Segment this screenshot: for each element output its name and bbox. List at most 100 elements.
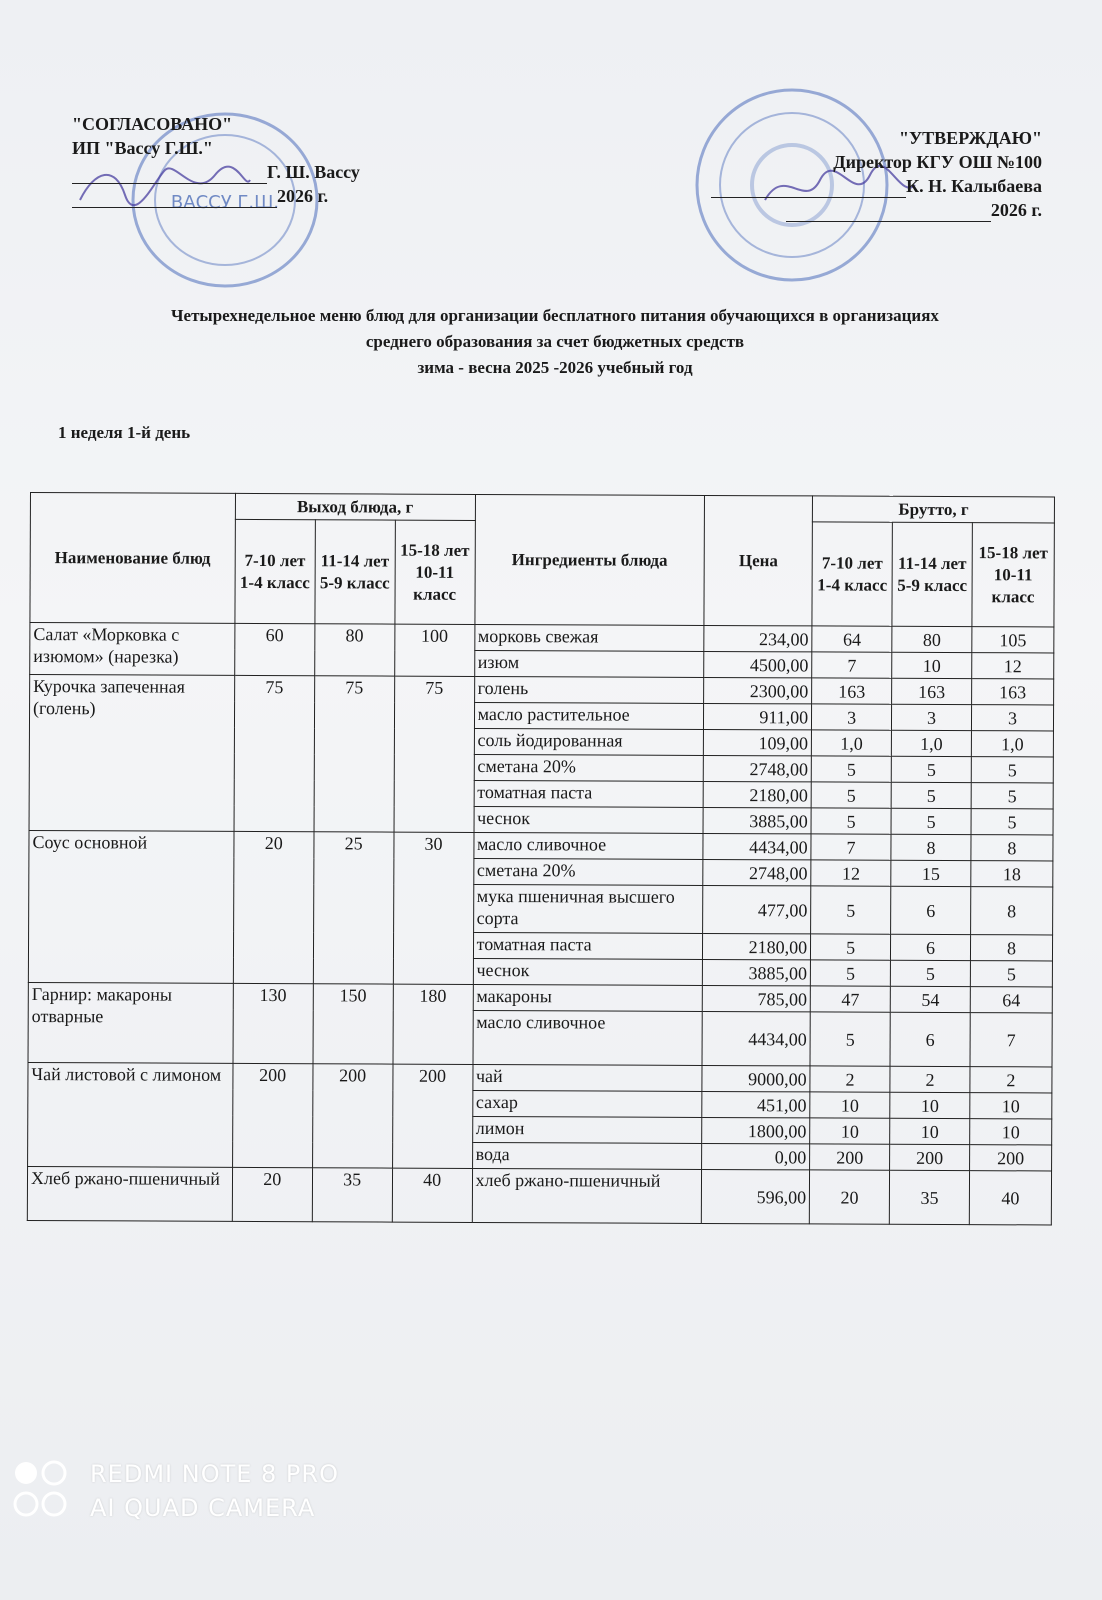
ingredient-price: 3885,00	[702, 959, 811, 986]
dish-output-age-1: 60	[234, 623, 315, 676]
ingredient-brutto-age-3: 64	[970, 986, 1053, 1013]
dish-output-age-3: 75	[393, 676, 475, 833]
ingredient-name: томатная паста	[473, 932, 703, 960]
camera-watermark: REDMI NOTE 8 PRO AI QUAD CAMERA	[90, 1457, 339, 1525]
ingredient-name: изюм	[474, 650, 705, 678]
ingredient-price: 785,00	[702, 985, 811, 1012]
dish-output-age-3: 180	[392, 984, 473, 1065]
ingredient-name: масло сливочное	[473, 832, 704, 860]
ingredient-brutto-age-2: 5	[891, 782, 972, 809]
table-row: Хлеб ржано-пшеничный 20 35 40 хлеб ржано-пше…	[27, 1166, 1052, 1225]
ingredient-brutto-age-1: 5	[811, 781, 892, 809]
approval-right-heading: "УТВЕРЖДАЮ"	[898, 128, 1042, 148]
ingredient-name: морковь свежая	[474, 624, 705, 652]
ingredient-brutto-age-3: 7	[970, 1012, 1053, 1067]
ingredient-brutto-age-1: 5	[810, 885, 891, 935]
ingredient-brutto-age-1: 2	[810, 1065, 891, 1093]
ingredient-brutto-age-3: 5	[971, 756, 1054, 783]
ingredient-brutto-age-2: 6	[890, 886, 971, 935]
ingredient-brutto-age-1: 20	[809, 1169, 890, 1225]
dish-output-age-1: 200	[232, 1063, 313, 1168]
ingredient-brutto-age-3: 2	[969, 1066, 1053, 1093]
ingredient-brutto-age-2: 8	[890, 834, 972, 861]
ingredient-brutto-age-1: 7	[811, 833, 892, 861]
approval-left-heading: "СОГЛАСОВАНО"	[72, 114, 233, 134]
ingredient-brutto-age-3: 5	[971, 782, 1054, 809]
dish-output-age-2: 200	[312, 1063, 393, 1169]
ingredient-brutto-age-2: 6	[890, 1012, 971, 1067]
dish-output-age-2: 150	[312, 983, 393, 1065]
ingredient-brutto-age-1: 5	[810, 933, 891, 961]
ingredient-price: 109,00	[703, 729, 812, 756]
approval-right-year: 2026 г.	[990, 200, 1042, 220]
ingredient-price: 2180,00	[702, 933, 811, 960]
header-dish: Наименование блюд	[29, 492, 236, 624]
document-title: Четырехнедельное меню блюд для организац…	[60, 303, 1050, 381]
ingredient-price: 2748,00	[703, 755, 812, 782]
ingredient-brutto-age-2: 10	[889, 1092, 970, 1119]
ingredient-brutto-age-3: 1,0	[971, 730, 1054, 757]
header-output-age-2: 11-14 лет 5-9 класс	[314, 519, 396, 625]
title-line-2: среднего образования за счет бюджетных с…	[365, 332, 745, 351]
ingredient-name: чеснок	[473, 806, 704, 834]
ingredient-name: масло сливочное	[472, 1010, 703, 1066]
approval-right-position: Директор КГУ ОШ №100	[833, 152, 1042, 172]
dish-output-age-3: 200	[392, 1064, 473, 1169]
ingredient-price: 4434,00	[702, 1011, 811, 1066]
ingredient-brutto-age-3: 8	[970, 934, 1053, 961]
dish-output-age-2: 80	[314, 623, 395, 677]
ingredient-price: 2300,00	[703, 677, 812, 704]
approval-right: "УТВЕРЖДАЮ" Директор КГУ ОШ №100 К. Н. К…	[711, 126, 1042, 222]
table-row: Гарнир: макароны отварные 130 150 180 макаро…	[28, 982, 1053, 1065]
ingredient-price: 2180,00	[703, 781, 812, 808]
ingredient-brutto-age-3: 40	[969, 1170, 1052, 1225]
header-brutto-age-3: 15-18 лет 10-11 класс	[971, 522, 1055, 627]
ingredient-name: сахар	[472, 1090, 703, 1118]
ingredient-brutto-age-1: 64	[811, 625, 893, 653]
ingredient-brutto-age-1: 5	[811, 807, 892, 835]
title-line-1: Четырехнедельное меню блюд для организац…	[171, 306, 939, 325]
ingredient-brutto-age-1: 5	[811, 755, 892, 783]
header-brutto-age-1: 7-10 лет 1-4 класс	[812, 521, 893, 627]
ingredient-name: томатная паста	[473, 780, 704, 808]
ingredient-brutto-age-1: 5	[810, 959, 891, 987]
dish-output-age-3: 40	[391, 1168, 473, 1223]
ingredient-brutto-age-2: 80	[891, 626, 972, 653]
dish-output-age-3: 100	[394, 624, 475, 677]
ingredient-brutto-age-2: 3	[891, 704, 972, 731]
ingredient-brutto-age-1: 200	[809, 1143, 890, 1171]
title-line-3: зима - весна 2025 -2026 учебный год	[417, 358, 693, 377]
ingredient-price: 2748,00	[703, 859, 812, 886]
ingredient-price: 1800,00	[701, 1117, 810, 1144]
ingredient-brutto-age-2: 5	[890, 960, 971, 987]
ingredient-name: масло растительное	[474, 702, 704, 730]
date-line	[72, 207, 277, 208]
dish-output-age-2: 75	[313, 675, 395, 833]
ingredient-brutto-age-2: 1,0	[891, 730, 972, 757]
ingredient-brutto-age-3: 5	[971, 808, 1054, 835]
ingredient-brutto-age-3: 8	[970, 886, 1053, 935]
ingredient-brutto-age-2: 10	[889, 1118, 970, 1145]
menu-table-body: Салат «Морковка с изюмом» (нарезка) 60 80 1…	[27, 622, 1054, 1225]
ingredient-brutto-age-1: 47	[810, 985, 891, 1013]
approval-left: "СОГЛАСОВАНО" ИП "Вассу Г.Ш." Г. Ш. Васс…	[72, 112, 360, 208]
menu-table: Наименование блюд Выход блюда, г Ингреди…	[27, 492, 1055, 1225]
header-brutto-age-2: 11-14 лет 5-9 класс	[892, 522, 973, 627]
watermark-line-2: AI QUAD CAMERA	[90, 1494, 316, 1522]
dish-output-age-1: 75	[233, 675, 315, 832]
ingredient-price: 596,00	[701, 1169, 810, 1224]
watermark-line-1: REDMI NOTE 8 PRO	[90, 1460, 339, 1488]
header-ingredients: Ингредиенты блюда	[474, 494, 705, 626]
dish-name: Чай листовой с лимоном	[27, 1062, 233, 1168]
approval-left-org: ИП "Вассу Г.Ш."	[72, 138, 213, 158]
dish-output-age-1: 130	[232, 983, 314, 1064]
ingredient-brutto-age-3: 200	[969, 1144, 1052, 1171]
approval-right-name: К. Н. Калыбаева	[906, 176, 1042, 196]
ingredient-name: вода	[472, 1142, 702, 1170]
ingredient-brutto-age-1: 7	[811, 651, 892, 679]
table-row: Салат «Морковка с изюмом» (нарезка) 60 80 1…	[29, 622, 1054, 677]
header-output-age-1: 7-10 лет 1-4 класс	[234, 519, 316, 624]
ingredient-price: 911,00	[703, 703, 812, 730]
dish-output-age-2: 35	[312, 1167, 393, 1223]
header-output-age-3: 15-18 лет 10-11 класс	[394, 520, 475, 625]
